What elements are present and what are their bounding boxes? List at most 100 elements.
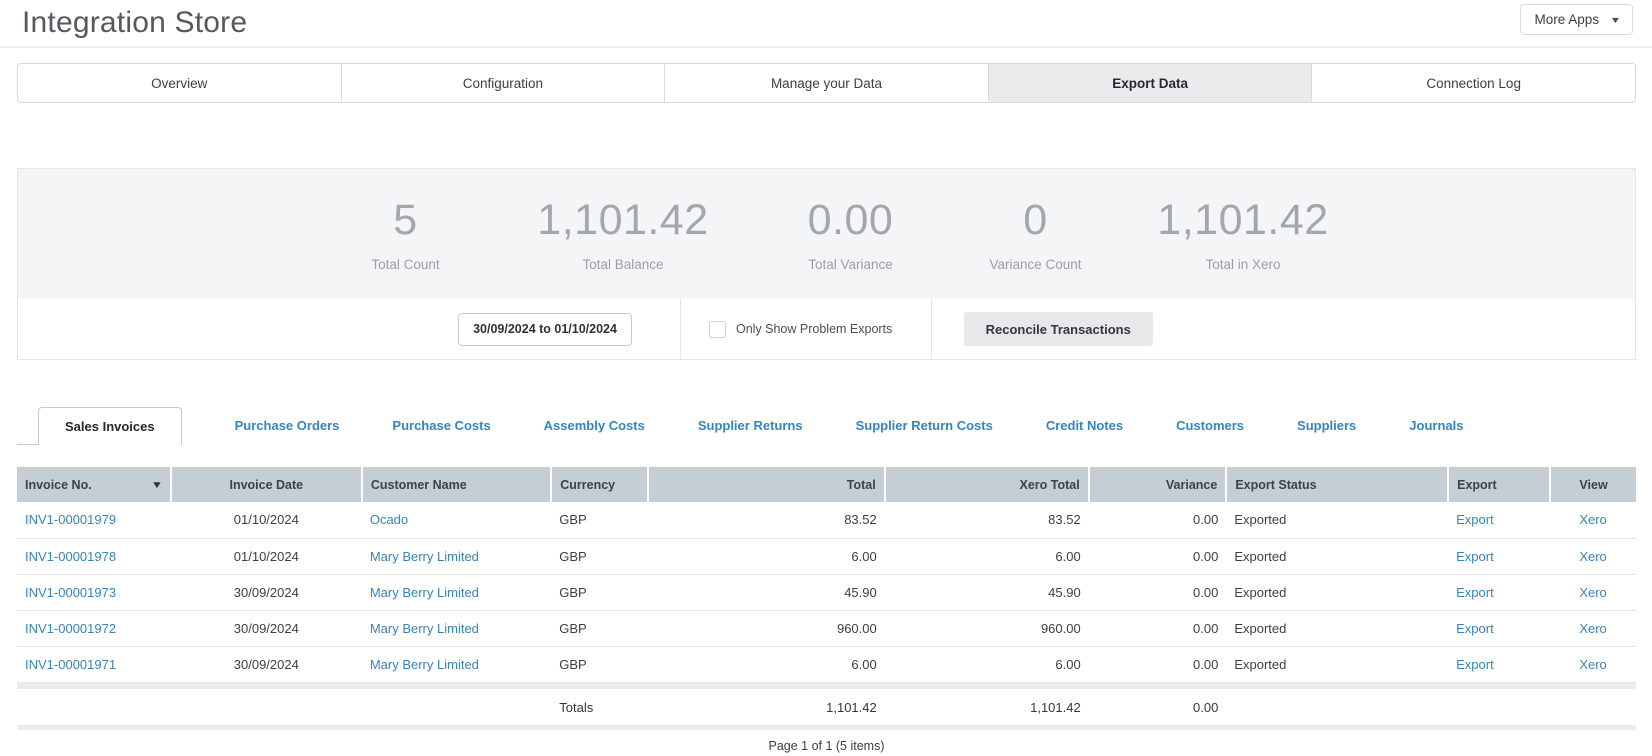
xero-total-cell: 45.90	[885, 574, 1089, 610]
table-row: INV1-00001979 01/10/2024 Ocado GBP 83.52…	[17, 502, 1636, 538]
currency-cell: GBP	[551, 538, 648, 574]
pagination-summary: Page 1 of 1 (5 items)	[17, 739, 1636, 753]
invoice-date-cell: 01/10/2024	[171, 502, 362, 538]
stat-total-count-value: 5	[308, 196, 503, 245]
export-summary-panel: 5 Total Count 1,101.42 Total Balance 0.0…	[17, 168, 1636, 360]
column-header-total[interactable]: Total	[648, 467, 884, 502]
export-link[interactable]: Export	[1456, 585, 1494, 600]
column-header-currency[interactable]: Currency	[551, 467, 648, 502]
stat-variance-count: 0 Variance Count	[958, 196, 1113, 272]
view-xero-link[interactable]: Xero	[1579, 657, 1606, 672]
tab-suppliers[interactable]: Suppliers	[1297, 418, 1356, 445]
tab-purchase-costs[interactable]: Purchase Costs	[392, 418, 490, 445]
view-xero-link[interactable]: Xero	[1579, 621, 1606, 636]
tab-supplier-return-costs[interactable]: Supplier Return Costs	[856, 418, 993, 445]
table-row: INV1-00001978 01/10/2024 Mary Berry Limi…	[17, 538, 1636, 574]
variance-cell: 0.00	[1089, 610, 1227, 646]
invoice-link[interactable]: INV1-00001972	[25, 621, 116, 636]
view-xero-link[interactable]: Xero	[1579, 512, 1606, 527]
totals-xero-total: 1,101.42	[885, 689, 1089, 725]
more-apps-button[interactable]: More Apps ▼	[1520, 4, 1633, 35]
variance-cell: 0.00	[1089, 646, 1227, 682]
currency-cell: GBP	[551, 610, 648, 646]
xero-total-cell: 6.00	[885, 646, 1089, 682]
currency-cell: GBP	[551, 502, 648, 538]
export-link[interactable]: Export	[1456, 549, 1494, 564]
column-header-variance[interactable]: Variance	[1089, 467, 1227, 502]
only-show-problem-exports-checkbox[interactable]	[709, 321, 726, 338]
stat-variance-count-label: Variance Count	[958, 257, 1113, 272]
reconcile-transactions-button[interactable]: Reconcile Transactions	[964, 312, 1153, 346]
stat-total-count-label: Total Count	[308, 257, 503, 272]
sort-descending-icon[interactable]: ▼	[151, 480, 163, 491]
tab-purchase-orders[interactable]: Purchase Orders	[235, 418, 340, 445]
invoice-link[interactable]: INV1-00001971	[25, 657, 116, 672]
invoice-date-cell: 30/09/2024	[171, 610, 362, 646]
view-xero-link[interactable]: Xero	[1579, 549, 1606, 564]
customer-link[interactable]: Mary Berry Limited	[370, 585, 479, 600]
column-header-xero-total[interactable]: Xero Total	[885, 467, 1089, 502]
table-row: INV1-00001973 30/09/2024 Mary Berry Limi…	[17, 574, 1636, 610]
invoice-date-cell: 30/09/2024	[171, 574, 362, 610]
export-link[interactable]: Export	[1456, 621, 1494, 636]
tab-assembly-costs[interactable]: Assembly Costs	[544, 418, 645, 445]
column-header-export[interactable]: Export	[1448, 467, 1550, 502]
table-header-row: Invoice No. ▼ Invoice Date Customer Name…	[17, 467, 1636, 502]
invoice-date-cell: 01/10/2024	[171, 538, 362, 574]
tab-connection-log[interactable]: Connection Log	[1311, 64, 1635, 102]
customer-link[interactable]: Mary Berry Limited	[370, 657, 479, 672]
stat-total-variance-value: 0.00	[743, 196, 958, 245]
column-header-invoice-date[interactable]: Invoice Date	[171, 467, 362, 502]
total-cell: 6.00	[648, 538, 884, 574]
total-cell: 83.52	[648, 502, 884, 538]
currency-cell: GBP	[551, 574, 648, 610]
tab-manage-your-data[interactable]: Manage your Data	[664, 64, 988, 102]
xero-total-cell: 83.52	[885, 502, 1089, 538]
invoice-link[interactable]: INV1-00001979	[25, 512, 116, 527]
invoice-date-cell: 30/09/2024	[171, 646, 362, 682]
xero-total-cell: 6.00	[885, 538, 1089, 574]
app-header: Integration Store More Apps ▼	[0, 0, 1652, 48]
tab-sales-invoices[interactable]: Sales Invoices	[38, 407, 182, 445]
column-header-customer-name[interactable]: Customer Name	[362, 467, 551, 502]
tab-export-data[interactable]: Export Data	[988, 64, 1312, 102]
stat-total-in-xero-label: Total in Xero	[1113, 257, 1373, 272]
tab-customers[interactable]: Customers	[1176, 418, 1244, 445]
customer-link[interactable]: Ocado	[370, 512, 408, 527]
column-header-view[interactable]: View	[1550, 467, 1636, 502]
stat-total-variance-label: Total Variance	[743, 257, 958, 272]
tab-journals[interactable]: Journals	[1409, 418, 1463, 445]
view-xero-link[interactable]: Xero	[1579, 585, 1606, 600]
variance-cell: 0.00	[1089, 574, 1227, 610]
chevron-down-icon: ▼	[1610, 15, 1622, 25]
date-range-input[interactable]: 30/09/2024 to 01/10/2024	[458, 313, 632, 346]
stat-total-balance-value: 1,101.42	[503, 196, 743, 245]
export-type-tab-bar: Sales Invoices Purchase Orders Purchase …	[17, 406, 1636, 445]
column-header-invoice-no[interactable]: Invoice No. ▼	[17, 467, 171, 502]
stat-total-in-xero: 1,101.42 Total in Xero	[1113, 196, 1373, 272]
invoice-link[interactable]: INV1-00001973	[25, 585, 116, 600]
totals-total: 1,101.42	[648, 689, 884, 725]
tab-configuration[interactable]: Configuration	[341, 64, 665, 102]
invoices-table: Invoice No. ▼ Invoice Date Customer Name…	[17, 467, 1636, 730]
export-link[interactable]: Export	[1456, 512, 1494, 527]
totals-label: Totals	[551, 689, 648, 725]
export-link[interactable]: Export	[1456, 657, 1494, 672]
stat-total-count: 5 Total Count	[308, 196, 503, 272]
column-header-export-status[interactable]: Export Status	[1226, 467, 1448, 502]
stat-total-in-xero-value: 1,101.42	[1113, 196, 1373, 245]
customer-link[interactable]: Mary Berry Limited	[370, 549, 479, 564]
only-show-problem-exports-label: Only Show Problem Exports	[736, 322, 892, 336]
tab-overview[interactable]: Overview	[18, 64, 341, 102]
totals-row: Totals 1,101.42 1,101.42 0.00	[17, 689, 1636, 725]
stats-band: 5 Total Count 1,101.42 Total Balance 0.0…	[18, 169, 1635, 299]
tab-credit-notes[interactable]: Credit Notes	[1046, 418, 1123, 445]
export-status-cell: Exported	[1226, 538, 1448, 574]
invoice-link[interactable]: INV1-00001978	[25, 549, 116, 564]
divider-strip	[17, 725, 1636, 730]
customer-link[interactable]: Mary Berry Limited	[370, 621, 479, 636]
stat-total-balance: 1,101.42 Total Balance	[503, 196, 743, 272]
export-status-cell: Exported	[1226, 502, 1448, 538]
tab-supplier-returns[interactable]: Supplier Returns	[698, 418, 803, 445]
stat-total-balance-label: Total Balance	[503, 257, 743, 272]
